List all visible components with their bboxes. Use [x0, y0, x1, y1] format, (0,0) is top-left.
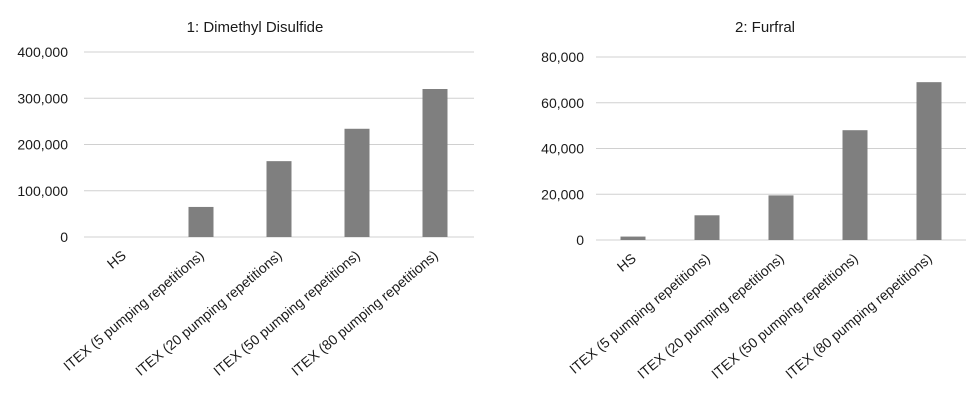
bar	[188, 206, 214, 237]
chart-title: 2: Furfral	[735, 19, 795, 36]
x-category-label: ITEX (50 pumping repetitions)	[210, 247, 363, 379]
x-category-label: ITEX (5 pumping repetitions)	[566, 250, 713, 377]
bar	[344, 128, 370, 237]
y-tick-label: 40,000	[541, 141, 584, 157]
chart-title: 1: Dimethyl Disulfide	[187, 19, 324, 36]
x-category-label: ITEX (5 pumping repetitions)	[60, 247, 207, 374]
x-category-label: ITEX (20 pumping repetitions)	[634, 250, 787, 382]
y-tick-label: 0	[60, 229, 68, 245]
bar	[916, 82, 942, 240]
chart-dimethyl-disulfide: 1: Dimethyl Disulfide 0 100,000 200,000 300…	[17, 19, 474, 379]
bar	[266, 161, 292, 237]
bar	[768, 195, 794, 240]
x-category-label: ITEX (20 pumping repetitions)	[132, 247, 285, 379]
x-category-label: ITEX (50 pumping repetitions)	[708, 250, 861, 382]
y-tick-label: 400,000	[17, 44, 68, 60]
bar	[620, 236, 646, 240]
y-tick-label: 20,000	[541, 186, 584, 202]
y-tick-label: 100,000	[17, 183, 68, 199]
x-category-label: ITEX (80 pumping repetitions)	[782, 250, 935, 382]
y-tick-label: 300,000	[17, 90, 68, 106]
y-tick-label: 0	[576, 232, 584, 248]
bar	[842, 130, 868, 240]
y-tick-label: 200,000	[17, 137, 68, 153]
x-category-label: HS	[614, 250, 639, 275]
x-category-label: ITEX (80 pumping repetitions)	[288, 247, 441, 379]
y-tick-label: 80,000	[541, 49, 584, 65]
y-tick-label: 60,000	[541, 95, 584, 111]
chart-furfral: 2: Furfral 020,00040,00060,00080,000HSIT…	[541, 19, 966, 382]
bar	[694, 215, 720, 240]
bar	[422, 89, 448, 237]
x-category-label: HS	[104, 247, 129, 272]
